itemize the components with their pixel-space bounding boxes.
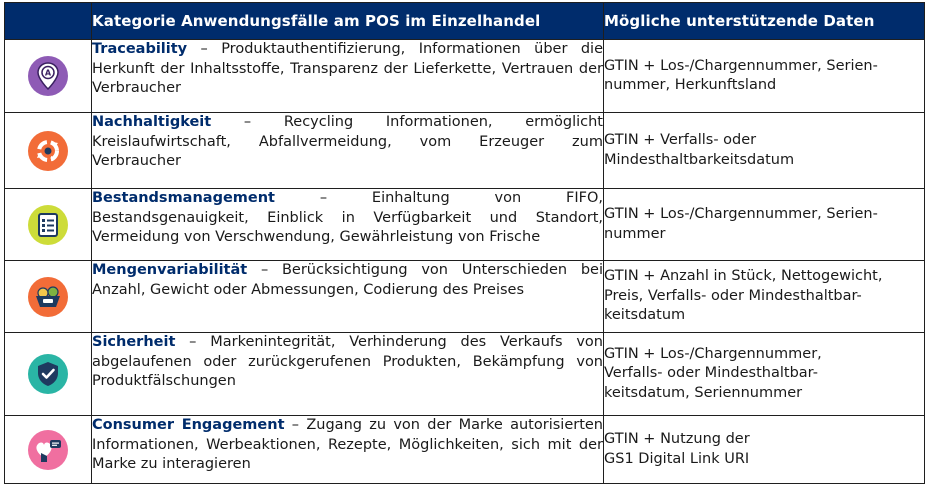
description-cell: Consumer Engagement – Zugang zu von der … — [91, 415, 604, 484]
category-description: – Einhaltung von FIFO, Bestandsgenauigke… — [92, 190, 603, 245]
header-category: Kategorie Anwendungsfälle am POS im Einz… — [91, 2, 604, 40]
description-cell: Traceability – Produktauthentifizierung,… — [91, 39, 604, 113]
table-row-nachhaltigkeit: Nachhaltigkeit – Recycling Informationen… — [4, 112, 925, 189]
table-header-row: Kategorie Anwendungsfälle am POS im Einz… — [4, 2, 925, 40]
data-line: GTIN + Anzahl in Stück, Nettogewicht, — [604, 268, 883, 285]
category-description: – Recycling Informationen, ermöglicht Kr… — [92, 114, 603, 169]
header-icon-cell — [4, 2, 92, 40]
category-term: Mengenvariabilität — [92, 262, 248, 278]
data-line: Verfalls- oder Mindesthaltbar- — [604, 365, 818, 382]
data-cell: GTIN + Anzahl in Stück, Nettogewicht, Pre… — [603, 260, 925, 333]
data-line: GTIN + Verfalls- oder — [604, 132, 757, 148]
description-cell: Mengenvariabilität – Berücksichtigung vo… — [91, 260, 604, 333]
category-description: – Markenintegrität, Verhinderung des Ver… — [92, 334, 603, 389]
description-cell: Bestandsmanagement – Einhaltung von FIFO… — [91, 188, 604, 261]
data-cell: GTIN + Los-/Chargennummer, Serien-nummer… — [603, 39, 925, 113]
table-row-mengenvariabilitaet: Mengenvariabilität – Berücksichtigung vo… — [4, 260, 925, 333]
data-cell: GTIN + Verfalls- oder Mindesthaltbarkeits… — [603, 112, 925, 189]
description-cell: Nachhaltigkeit – Recycling Informationen… — [91, 112, 604, 189]
table-row-bestandsmanagement: Bestandsmanagement – Einhaltung von FIFO… — [4, 188, 925, 261]
category-description: – Berücksichtigung von Unterschieden bei… — [92, 262, 603, 298]
category-term: Nachhaltigkeit — [92, 114, 212, 130]
description-cell: Sicherheit – Markenintegrität, Verhinder… — [91, 332, 604, 416]
icon-cell: A — [4, 39, 92, 113]
data-line: Mindesthaltbarkeitsdatum — [604, 151, 795, 168]
checklist-icon — [28, 204, 68, 245]
icon-cell — [4, 332, 92, 416]
data-line: keitsdatum, Seriennummer — [604, 384, 803, 401]
svg-text:A: A — [45, 69, 52, 78]
data-line: GS1 Digital Link URI — [604, 450, 750, 467]
category-description: – Produktauthentifizierung, Informatione… — [92, 41, 603, 96]
data-line: GTIN + Los-/Chargennummer, Serien- — [604, 57, 878, 74]
data-line: GTIN + Los-/Chargennummer, Serien- — [604, 206, 878, 222]
data-cell: GTIN + Los-/Chargennummer, Serien-nummer — [603, 188, 925, 261]
category-term: Sicherheit — [92, 334, 176, 350]
data-line: nummer, Herkunftsland — [604, 77, 777, 93]
use-case-table: Kategorie Anwendungsfälle am POS im Einz… — [4, 2, 925, 484]
category-term: Traceability — [92, 41, 188, 57]
icon-cell — [4, 260, 92, 333]
table-row-traceability: A Traceability – Produktauthentifizierun… — [4, 39, 925, 113]
icon-cell — [4, 415, 92, 484]
data-cell: GTIN + Nutzung der GS1 Digital Link URI — [603, 415, 925, 484]
category-description: – Zugang zu von der Marke autorisierten … — [92, 417, 603, 472]
map-pin-icon: A — [28, 56, 68, 96]
data-line: GTIN + Nutzung der — [604, 431, 750, 447]
recycle-icon — [28, 130, 68, 171]
table-row-consumer-engagement: Consumer Engagement – Zugang zu von der … — [4, 415, 925, 484]
icon-cell — [4, 188, 92, 261]
category-term: Consumer Engagement — [92, 417, 285, 433]
data-line: nummer — [604, 225, 666, 242]
icon-cell — [4, 112, 92, 189]
heart-chat-icon — [28, 429, 68, 470]
category-term: Bestandsmanagement — [92, 190, 275, 206]
shield-check-icon — [28, 354, 68, 394]
data-line: Preis, Verfalls- oder Mindesthaltbar- — [604, 287, 862, 304]
table-row-sicherheit: Sicherheit – Markenintegrität, Verhinder… — [4, 332, 925, 416]
data-line: keitsdatum — [604, 307, 686, 324]
data-line: GTIN + Los-/Chargennummer, — [604, 345, 822, 362]
basket-icon — [28, 276, 68, 317]
header-data: Mögliche unterstützende Daten — [603, 2, 925, 40]
data-cell: GTIN + Los-/Chargennummer, Verfalls- oder… — [603, 332, 925, 416]
